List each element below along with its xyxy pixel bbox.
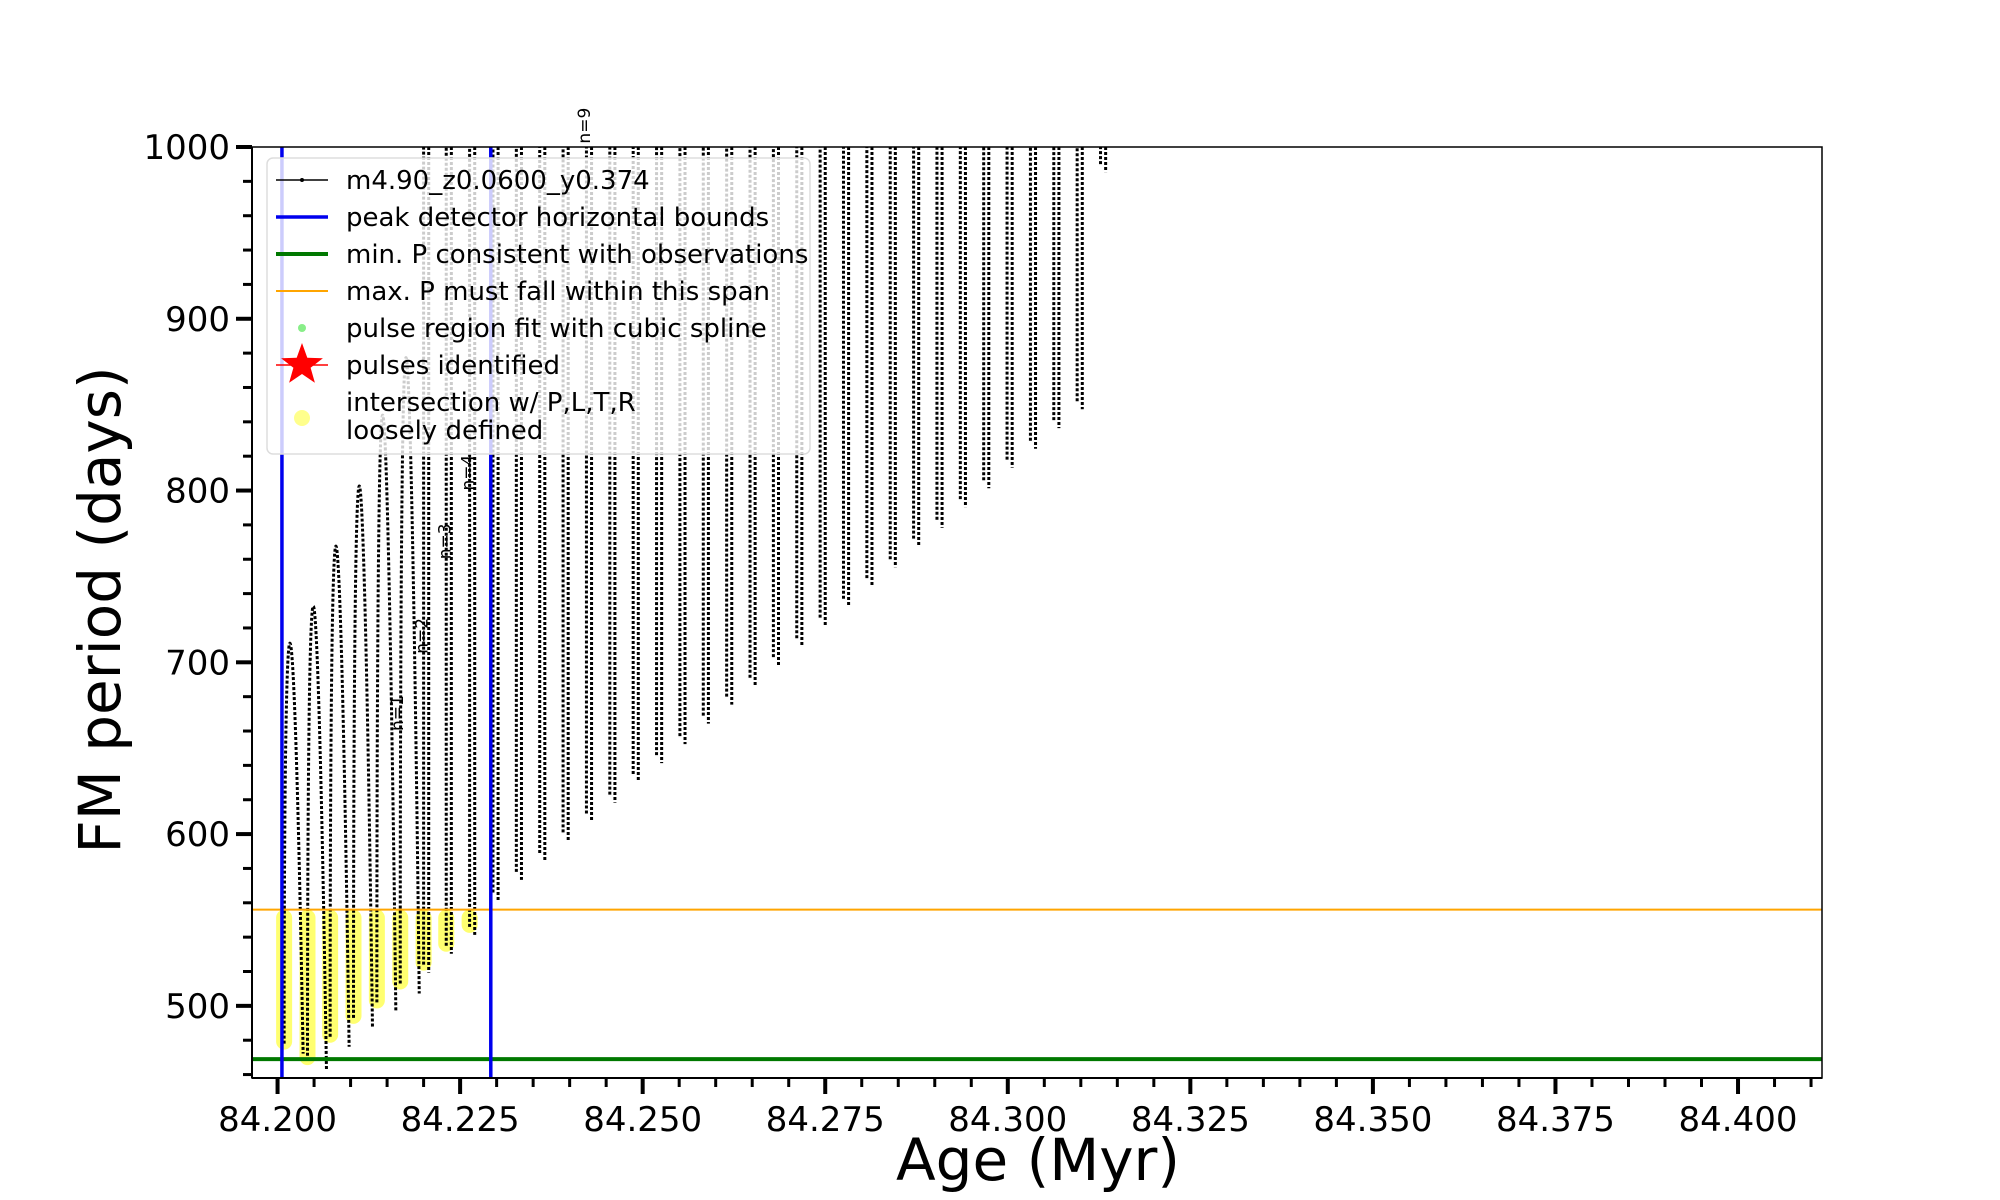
plot-area xyxy=(252,147,1822,1078)
legend-handle-spline xyxy=(298,324,306,332)
pulse-curve xyxy=(352,484,374,1028)
x-tick-label: 84.350 xyxy=(1313,1100,1432,1140)
pulse-curve xyxy=(1052,147,1061,429)
x-axis-title: Age (Myr) xyxy=(896,1126,1180,1194)
pulse-number-label: n=2 xyxy=(412,618,432,654)
pulse-curve xyxy=(982,147,991,489)
legend-box xyxy=(266,157,811,455)
y-tick-label: 600 xyxy=(165,815,230,855)
intersection-highlight xyxy=(299,909,316,1066)
y-tick-label: 700 xyxy=(165,643,230,683)
legend-handle-series-marker xyxy=(300,178,304,182)
legend-label: intersection w/ P,L,T,R xyxy=(346,388,636,418)
pulse-curve xyxy=(935,147,944,528)
axes-layer: 84.200 84.225 84.250 84.275 84.300 84.325 84.3… xyxy=(143,128,1823,1140)
x-tick-label: 84.375 xyxy=(1496,1100,1615,1140)
legend-label: pulse region fit with cubic spline xyxy=(346,314,767,344)
x-tick-label: 84.225 xyxy=(401,1100,520,1140)
x-tick-label: 84.250 xyxy=(583,1100,702,1140)
pulse-number-label: n=3 xyxy=(436,523,456,559)
x-tick-label: 84.300 xyxy=(948,1100,1067,1140)
x-tick-label: 84.200 xyxy=(218,1100,337,1140)
legend-label: peak detector horizontal bounds xyxy=(346,203,769,233)
y-tick-label: 500 xyxy=(165,987,230,1027)
pulse-curve xyxy=(912,147,921,547)
pulse-curve xyxy=(328,544,351,1047)
pulse-curve xyxy=(538,147,547,861)
pulse-curve xyxy=(958,147,967,508)
y-tick-label: 900 xyxy=(165,300,230,340)
pulse-curve xyxy=(282,641,305,1054)
pulse-curve xyxy=(305,604,328,1071)
pulse-curve xyxy=(1005,147,1014,468)
y-axis-title: FM period (days) xyxy=(66,366,134,853)
pulse-curve xyxy=(1099,147,1108,173)
pulse-curve xyxy=(888,147,897,568)
legend-handle-star xyxy=(281,343,323,383)
x-tick-label: 84.275 xyxy=(766,1100,885,1140)
legend-label: max. P must fall within this span xyxy=(346,277,770,307)
pulse-curve xyxy=(818,147,827,626)
legend-label: min. P consistent with observations xyxy=(346,240,808,270)
intersection-highlight xyxy=(276,909,293,1050)
x-tick-label: 84.325 xyxy=(1131,1100,1250,1140)
pulse-curve xyxy=(865,147,874,587)
legend-handle-intersection xyxy=(294,410,310,426)
data-layer: n=1 n=2 n=3 n=4 n=9 xyxy=(252,108,1822,1078)
pulse-curve xyxy=(841,147,851,607)
pulse-number-label: n=9 xyxy=(575,108,595,144)
legend-label: loosely defined xyxy=(346,416,543,446)
pulse-number-label: n=1 xyxy=(388,695,408,731)
y-tick-label: 1000 xyxy=(143,128,230,168)
pulse-curve xyxy=(608,147,617,803)
x-tick-label: 84.400 xyxy=(1679,1100,1798,1140)
pulse-curve xyxy=(1075,147,1084,410)
legend-label: pulses identified xyxy=(346,351,560,381)
y-tick-label: 800 xyxy=(165,472,230,512)
pulse-curve xyxy=(1028,147,1038,449)
pulse-number-label: n=4 xyxy=(458,455,478,491)
legend-label: m4.90_z0.0600_y0.374 xyxy=(346,166,650,196)
